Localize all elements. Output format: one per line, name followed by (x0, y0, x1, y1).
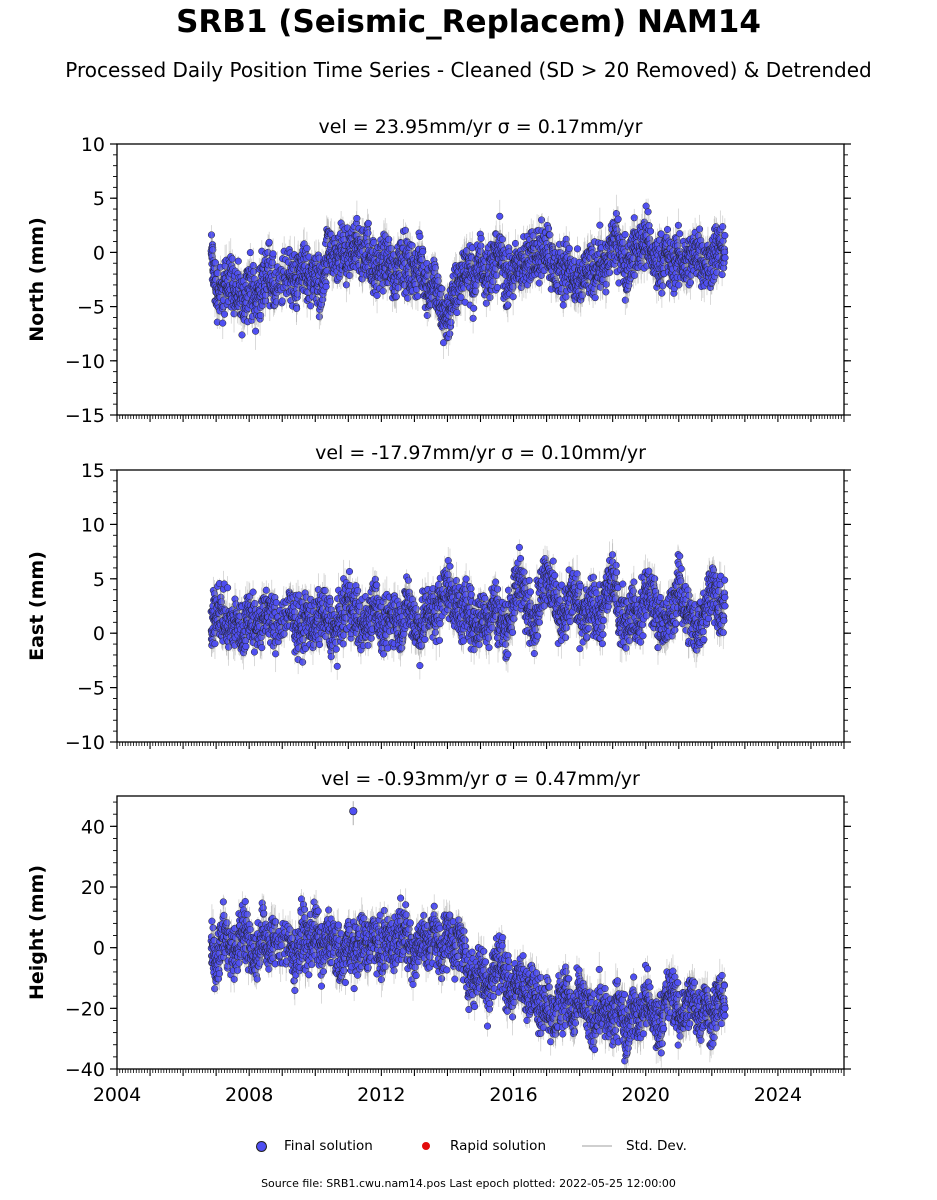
data-point (234, 257, 242, 265)
data-point (614, 215, 622, 223)
data-point (213, 269, 222, 277)
data-point (252, 327, 260, 335)
data-point (469, 314, 477, 322)
data-point (438, 285, 446, 293)
data-point (591, 294, 599, 302)
data-point (565, 244, 573, 252)
data-layer (207, 194, 729, 359)
data-point (414, 292, 422, 300)
data-point (493, 284, 501, 292)
panel-title: vel = 23.95mm/yr σ = 0.17mm/yr (319, 116, 643, 138)
data-point (322, 283, 330, 291)
data-point (228, 255, 236, 263)
data-point (342, 281, 350, 289)
data-point (496, 212, 504, 220)
y-axis-label: North (mm) (26, 217, 48, 342)
data-point (315, 313, 323, 321)
data-point (596, 221, 604, 229)
data-point (238, 331, 246, 339)
data-point (647, 227, 655, 235)
data-point (696, 225, 704, 233)
figure-title: SRB1 (Seismic_Replacem) NAM14 (176, 4, 761, 40)
data-point (230, 310, 238, 318)
data-point (293, 290, 301, 298)
data-point (293, 304, 301, 313)
data-point (278, 297, 286, 305)
data-point (207, 231, 216, 239)
data-point (401, 226, 410, 234)
data-point (211, 259, 219, 267)
data-point (446, 330, 454, 338)
data-point (477, 234, 485, 242)
data-point (482, 299, 490, 307)
data-point (269, 250, 277, 258)
data-point (246, 249, 254, 257)
data-point (663, 225, 672, 234)
data-point (416, 232, 424, 241)
data-point (509, 293, 517, 301)
data-point (498, 235, 507, 243)
figure-subtitle: Processed Daily Position Time Series - C… (65, 58, 872, 82)
data-point (674, 221, 682, 229)
data-point (621, 230, 629, 239)
data-point (364, 219, 372, 227)
data-point (257, 311, 265, 319)
data-point (307, 302, 315, 310)
data-point (486, 293, 494, 301)
data-point (631, 271, 639, 279)
data-point (562, 293, 570, 301)
figure-canvas: vel = 23.95mm/yr σ = 0.17mm/yr North (mm)… (26, 116, 851, 1106)
data-point (219, 319, 227, 327)
data-point (209, 246, 217, 254)
data-point (644, 208, 652, 216)
data-point (470, 304, 478, 312)
data-point (265, 238, 273, 246)
panel-1: vel = 23.95mm/yr σ = 0.17mm/yr North (mm)… (26, 116, 851, 427)
data-point (249, 268, 258, 276)
data-point (453, 308, 461, 317)
data-point (385, 235, 393, 243)
data-point (419, 248, 427, 256)
data-point (220, 310, 229, 318)
data-point (559, 301, 567, 309)
series-1 (207, 194, 729, 359)
data-point (659, 282, 667, 290)
data-point (408, 241, 416, 249)
data-point (303, 244, 311, 252)
